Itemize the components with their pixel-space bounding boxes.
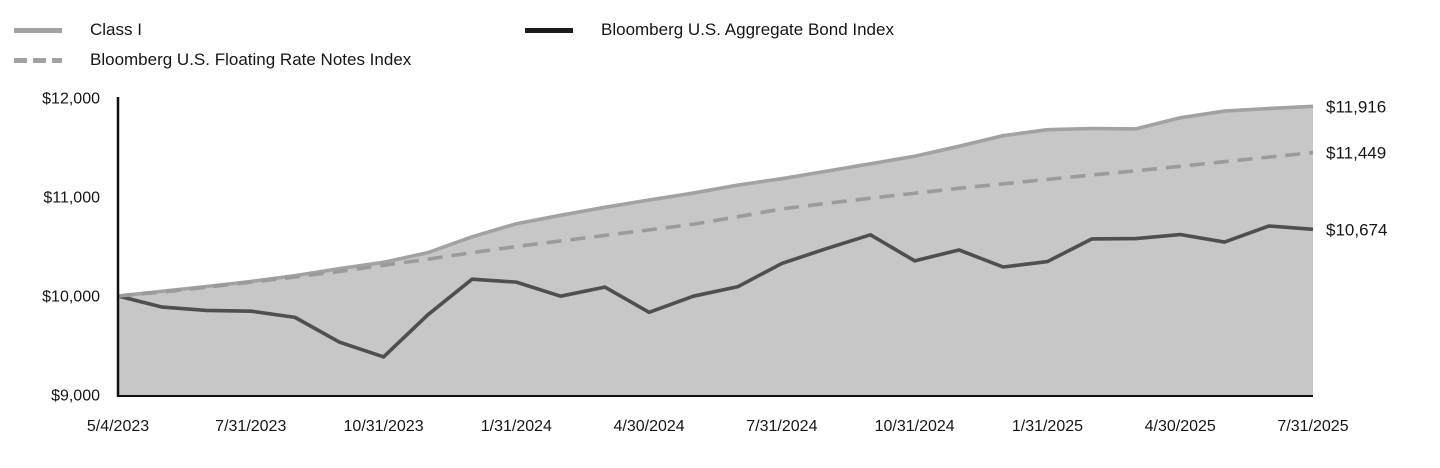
x-axis-tick-label: 10/31/2023 (344, 418, 424, 435)
x-axis-tick-label: 7/31/2025 (1277, 418, 1348, 435)
series-end-value-label: $11,449 (1326, 144, 1386, 163)
series-end-value-label: $10,674 (1326, 220, 1387, 239)
legend-item-class-i: Class I (14, 19, 142, 41)
legend-item-aggregate-bond: Bloomberg U.S. Aggregate Bond Index (525, 19, 894, 41)
aggregate-bond-line (117, 224, 1314, 359)
x-axis-tick-label: 1/31/2024 (481, 418, 552, 435)
class-i-area (118, 106, 1313, 395)
legend-label-floating-rate: Bloomberg U.S. Floating Rate Notes Index (90, 50, 412, 69)
y-axis-tick-label: $9,000 (51, 388, 100, 405)
floating-rate-line-swatch (14, 57, 62, 63)
class-i-line-swatch (14, 27, 62, 33)
legend-label-class-i: Class I (90, 20, 142, 39)
aggregate-bond-line-swatch (525, 27, 573, 33)
x-axis-tick-label: 5/4/2023 (87, 418, 149, 435)
x-axis-tick-label: 7/31/2023 (215, 418, 286, 435)
legend-item-floating-rate: Bloomberg U.S. Floating Rate Notes Index (14, 49, 411, 71)
class-i-line (117, 104, 1314, 298)
y-axis-tick-label: $12,000 (42, 91, 100, 108)
x-axis-tick-label: 1/31/2025 (1012, 418, 1083, 435)
x-axis-tick-label: 4/30/2025 (1145, 418, 1216, 435)
legend-label-aggregate-bond: Bloomberg U.S. Aggregate Bond Index (601, 20, 894, 39)
x-axis-tick-label: 7/31/2024 (746, 418, 817, 435)
series-end-value-label: $11,916 (1326, 97, 1386, 116)
y-axis-tick-label: $10,000 (42, 289, 100, 306)
x-axis-tick-label: 4/30/2024 (614, 418, 685, 435)
floating-rate-line (117, 150, 1314, 298)
y-axis-tick-label: $11,000 (43, 190, 100, 207)
x-axis-tick-label: 10/31/2024 (875, 418, 955, 435)
